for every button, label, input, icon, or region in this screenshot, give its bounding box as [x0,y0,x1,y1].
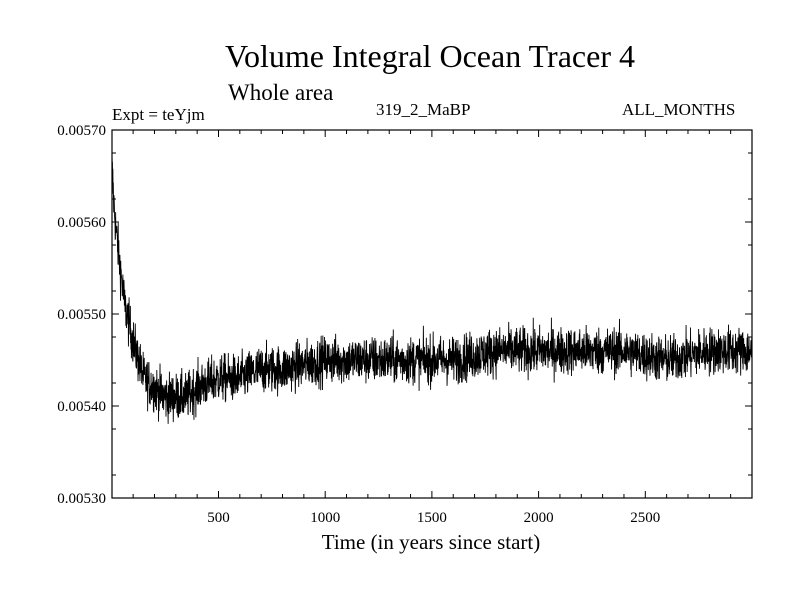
series-layer [111,154,753,424]
months-label: ALL_MONTHS [622,100,736,119]
experiment-label: Expt = teYjm [112,105,205,124]
y-tick-label: 0.00570 [57,123,106,139]
x-axis-label: Time (in years since start) [321,530,541,554]
x-tick-label: 2000 [524,510,554,526]
y-tick-label: 0.00560 [57,215,106,231]
y-tick-label: 0.00530 [57,491,106,507]
x-tick-label: 2500 [630,510,660,526]
x-tick-label: 1500 [417,510,447,526]
y-tick-label: 0.00550 [57,307,106,323]
x-tick-label: 1000 [310,510,340,526]
y-tick-label: 0.00540 [57,399,106,415]
tick-layer: 0.00530 0.00540 0.00550 0.00560 0.00570 500 10… [57,123,752,526]
x-tick-label: 500 [207,510,230,526]
plot-frame [111,129,753,499]
chart-title: Volume Integral Ocean Tracer 4 [225,38,635,74]
run-label: 319_2_MaBP [376,100,471,119]
chart-subtitle: Whole area [228,80,334,105]
series-line [111,154,753,424]
